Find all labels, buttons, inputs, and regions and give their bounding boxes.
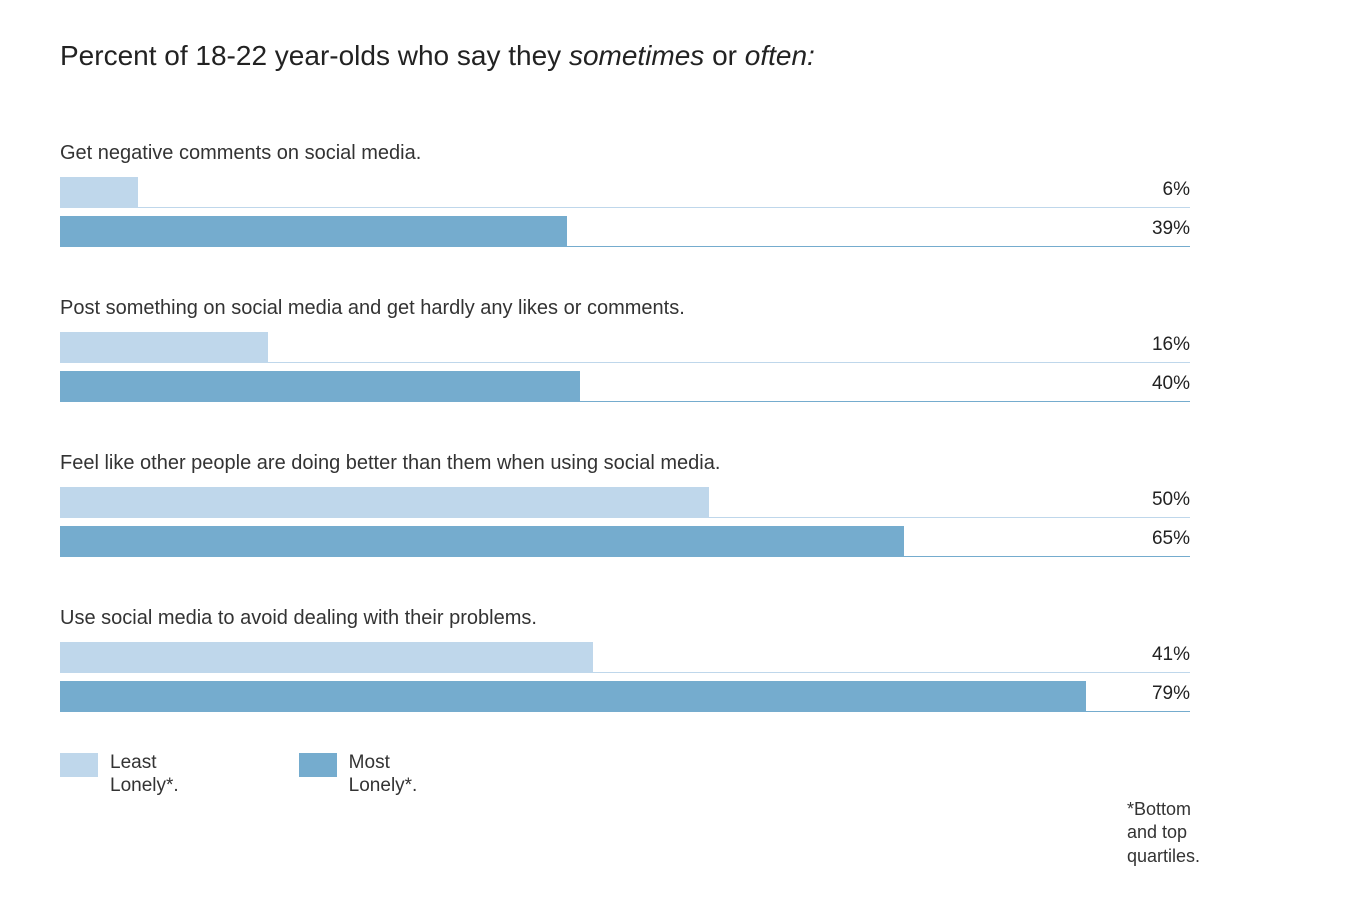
bar-least: 50% [60,487,1190,518]
title-em-often: often: [745,40,815,71]
bar-pct-most: 65% [1152,528,1190,550]
footnote: *Bottom and top quartiles. [1127,798,1200,868]
legend-item-least: Least Lonely*. [60,751,179,799]
legend-most-line1: Most [349,752,390,773]
bar-group: Use social media to avoid dealing with t… [60,607,1310,720]
bar-most: 65% [60,526,1190,557]
bar-pct-least: 50% [1152,489,1190,511]
legend-label-most: Most Lonely*. [349,751,418,799]
legend-most-line2: Lonely*. [349,775,418,796]
title-prefix: Percent of 18-22 year-olds who say they [60,40,569,71]
group-label: Feel like other people are doing better … [60,452,1310,475]
bar-pct-least: 6% [1163,179,1190,201]
bar-fill-least [60,642,593,672]
legend-item-most: Most Lonely*. [299,751,418,799]
bar-fill-least [60,487,709,517]
bar-pct-most: 39% [1152,218,1190,240]
legend: Least Lonely*. Most Lonely*. [60,751,417,799]
bar-fill-least [60,332,268,362]
bar-pct-most: 40% [1152,373,1190,395]
bar-fill-most [60,371,580,401]
bar-fill-most [60,216,567,246]
group-label: Post something on social media and get h… [60,297,1310,320]
bar-groups: Get negative comments on social media. 6%… [60,142,1310,720]
bar-most: 40% [60,371,1190,402]
group-label: Get negative comments on social media. [60,142,1310,165]
legend-least-line1: Least [110,752,156,773]
group-label: Use social media to avoid dealing with t… [60,607,1310,630]
bar-fill-most [60,681,1086,711]
bar-fill-least [60,177,138,207]
legend-least-line2: Lonely*. [110,775,179,796]
bar-fill-most [60,526,904,556]
bar-least: 41% [60,642,1190,673]
chart-title: Percent of 18-22 year-olds who say they … [60,40,1310,72]
chart-container: Percent of 18-22 year-olds who say they … [0,0,1370,908]
footnote-line3: quartiles. [1127,846,1200,866]
footnote-line2: and top [1127,822,1187,842]
title-em-sometimes: sometimes [569,40,704,71]
bar-least: 6% [60,177,1190,208]
legend-swatch-most [299,753,337,777]
bar-group: Get negative comments on social media. 6%… [60,142,1310,255]
legend-swatch-least [60,753,98,777]
bar-pct-least: 16% [1152,334,1190,356]
footnote-line1: *Bottom [1127,799,1191,819]
legend-label-least: Least Lonely*. [110,751,179,799]
bar-least: 16% [60,332,1190,363]
bar-most: 79% [60,681,1190,712]
bar-group: Feel like other people are doing better … [60,452,1310,565]
bar-group: Post something on social media and get h… [60,297,1310,410]
bar-most: 39% [60,216,1190,247]
bar-pct-least: 41% [1152,644,1190,666]
title-mid: or [704,40,744,71]
bar-pct-most: 79% [1152,683,1190,705]
